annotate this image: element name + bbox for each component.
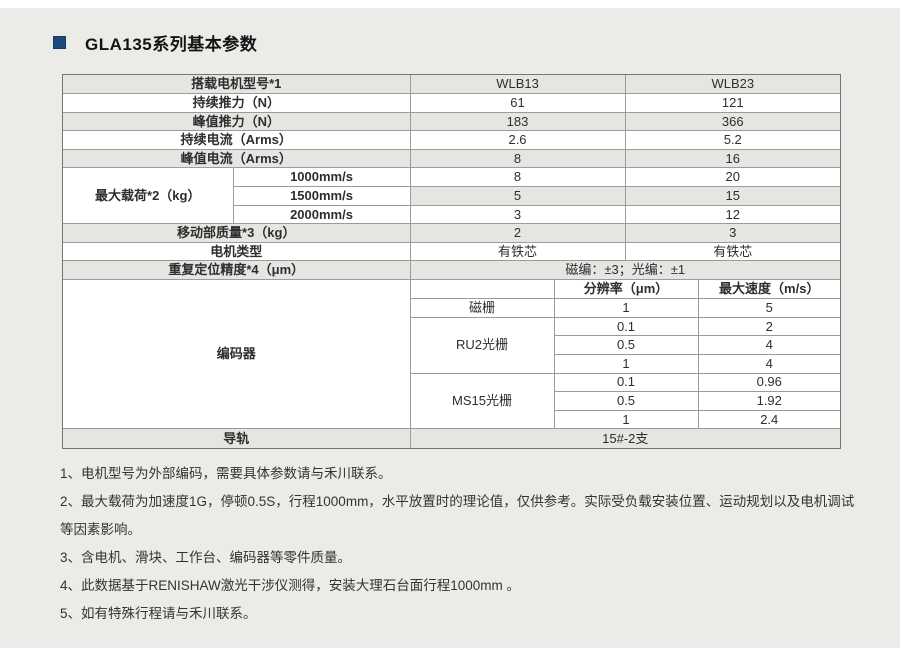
cell-repeatability-value: 磁编：±3；光编：±1 [410, 260, 840, 281]
table-row: 峰值推力（N） 183 366 [63, 112, 840, 132]
footnotes: 1、电机型号为外部编码，需要具体参数请与禾川联系。 2、最大载荷为加速度1G，停… [60, 460, 855, 628]
row-label-moving-mass: 移动部质量*3（kg） [63, 223, 411, 243]
cell-value: 8 [410, 167, 626, 188]
footnote-2: 2、最大载荷为加速度1G，停顿0.5S，行程1000mm，水平放置时的理论值，仅… [60, 494, 855, 537]
cell-value: 8 [410, 149, 626, 169]
section-title: GLA135系列基本参数 [53, 30, 257, 55]
cell-value: 有铁芯 [625, 242, 840, 262]
table-row: 搭载电机型号*1 WLB13 WLB23 [63, 75, 840, 95]
row-label-continuous-current: 持续电流（Arms） [63, 130, 411, 150]
table-row: 0.5 1.92 [63, 391, 840, 411]
spec-table-main-section: 搭载电机型号*1 WLB13 WLB23 持续推力（N） 61 121 峰值推力… [63, 75, 840, 281]
footnote-1: 1、电机型号为外部编码，需要具体参数请与禾川联系。 [60, 466, 392, 481]
cell-speed-2000: 2000mm/s [233, 205, 411, 225]
table-row: 持续推力（N） 61 121 [63, 93, 840, 113]
table-row: MS15光栅 0.1 0.96 [63, 373, 840, 430]
title-bullet-icon [53, 36, 66, 49]
cell-value: 1.92 [698, 391, 840, 411]
cell-value: 0.1 [554, 317, 699, 337]
cell-value: 121 [625, 93, 840, 113]
spec-table-encoder-section: 编码器 分辨率（μm） 最大速度（m/s） 磁栅 1 5 RU2光栅 0.1 2… [63, 280, 840, 430]
footnote-3: 3、含电机、滑块、工作台、编码器等零件质量。 [60, 550, 352, 565]
cell-value: 12 [625, 205, 840, 225]
spec-table: 搭载电机型号*1 WLB13 WLB23 持续推力（N） 61 121 峰值推力… [62, 74, 841, 449]
table-row: 1 2.4 [63, 410, 840, 430]
cell-speed-1000: 1000mm/s [233, 167, 411, 188]
table-row: 编码器 分辨率（μm） 最大速度（m/s） [63, 280, 840, 430]
cell-value: 61 [410, 93, 626, 113]
cell-motor-wlb13: WLB13 [410, 75, 626, 95]
cell-value: 3 [410, 205, 626, 225]
row-label-max-load: 最大载荷*2（kg） [63, 167, 234, 225]
row-label-motor-type: 电机类型 [63, 242, 411, 262]
cell-value: 366 [625, 112, 840, 132]
footnote-4: 4、此数据基于RENISHAW激光干涉仪测得，安装大理石台面行程1000mm 。 [60, 578, 521, 593]
table-row: 电机类型 有铁芯 有铁芯 [63, 242, 840, 262]
top-white-strip [0, 0, 900, 8]
table-row: RU2光栅 0.1 2 [63, 317, 840, 374]
cell-value: 2 [410, 223, 626, 243]
cell-value: 2.4 [698, 410, 840, 430]
table-row: 0.5 4 [63, 335, 840, 355]
cell-value: 15 [625, 186, 840, 206]
cell-value: 5 [410, 186, 626, 206]
cell-value: 1 [554, 298, 699, 318]
col-header-max-speed: 最大速度（m/s） [698, 280, 840, 300]
cell-encoder-ru2: RU2光栅 [410, 317, 555, 374]
cell-value: 2.6 [410, 130, 626, 150]
cell-value: 2 [698, 317, 840, 337]
cell-value: 有铁芯 [410, 242, 626, 262]
cell-value: 0.5 [554, 391, 699, 411]
cell-value: 0.1 [554, 373, 699, 393]
cell-encoder-magnetic: 磁栅 [410, 298, 555, 318]
table-row: 1500mm/s 5 15 [63, 186, 840, 206]
col-header-resolution: 分辨率（μm） [554, 280, 699, 300]
cell-value: 0.96 [698, 373, 840, 393]
table-row: 磁栅 1 5 [63, 298, 840, 318]
cell-value: 4 [698, 335, 840, 355]
cell-value: 4 [698, 354, 840, 374]
cell-value: 1 [554, 410, 699, 430]
row-label-continuous-force: 持续推力（N） [63, 93, 411, 113]
table-row: 导轨 15#-2支 [63, 429, 840, 448]
cell-value: 1 [554, 354, 699, 374]
cell-value: 183 [410, 112, 626, 132]
spec-table-guide-section: 导轨 15#-2支 [63, 429, 840, 448]
row-label-encoder: 编码器 [63, 280, 411, 430]
row-label-guide-rail: 导轨 [63, 429, 411, 448]
table-row: 峰值电流（Arms） 8 16 [63, 149, 840, 169]
row-label-repeatability: 重复定位精度*4（μm） [63, 260, 411, 281]
cell-speed-1500: 1500mm/s [233, 186, 411, 206]
footnote-5: 5、如有特殊行程请与禾川联系。 [60, 606, 257, 621]
cell-value: 0.5 [554, 335, 699, 355]
cell-value: 5 [698, 298, 840, 318]
table-row: 重复定位精度*4（μm） 磁编：±3；光编：±1 [63, 260, 840, 281]
cell-value: 3 [625, 223, 840, 243]
row-label-peak-force: 峰值推力（N） [63, 112, 411, 132]
table-row: 2000mm/s 3 12 [63, 205, 840, 225]
page-title: GLA135系列基本参数 [85, 35, 258, 54]
cell-value: 5.2 [625, 130, 840, 150]
cell-blank [410, 280, 555, 300]
table-row: 移动部质量*3（kg） 2 3 [63, 223, 840, 243]
cell-value: 16 [625, 149, 840, 169]
table-row: 1 4 [63, 354, 840, 374]
cell-encoder-ms15: MS15光栅 [410, 373, 555, 430]
cell-value: 20 [625, 167, 840, 188]
cell-guide-rail-value: 15#-2支 [410, 429, 840, 448]
table-row: 持续电流（Arms） 2.6 5.2 [63, 130, 840, 150]
cell-motor-wlb23: WLB23 [625, 75, 840, 95]
table-row: 最大载荷*2（kg） 1000mm/s 8 20 [63, 167, 840, 225]
row-label-motor-model: 搭载电机型号*1 [63, 75, 411, 95]
row-label-peak-current: 峰值电流（Arms） [63, 149, 411, 169]
